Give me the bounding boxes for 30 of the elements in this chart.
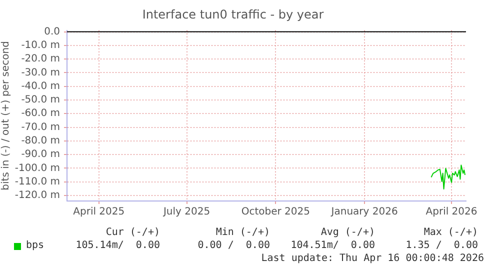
- text: Min (-/+): [216, 227, 270, 238]
- text: 1.35 / 0.00: [406, 240, 478, 251]
- x-tick-label: April 2025: [73, 206, 125, 218]
- text: 0.00 / 0.00: [198, 240, 270, 251]
- y-axis-title: bits in (-) / out (+) per second: [0, 41, 12, 190]
- y-tick-label: -120.0 m: [14, 190, 60, 202]
- x-tick-label: July 2025: [162, 206, 210, 218]
- y-tick-label: -90.0 m: [21, 149, 60, 160]
- y-tick-label: -80.0 m: [21, 136, 60, 147]
- y-tick-label: -50.0 m: [21, 94, 60, 106]
- y-tick-label: -60.0 m: [21, 108, 60, 120]
- y-tick-label: -70.0 m: [21, 122, 60, 133]
- text: Max (-/+): [424, 227, 478, 238]
- y-tick-label: -30.0 m: [21, 67, 60, 78]
- x-tick-label: January 2026: [330, 206, 398, 218]
- chart-title: Interface tun0 traffic - by year: [142, 7, 324, 22]
- x-tick-label: October 2025: [241, 206, 310, 218]
- y-tick-label: 0.0: [44, 26, 60, 38]
- text: Last update: Thu Apr 16 00:00:48 2026: [261, 253, 484, 264]
- text: 104.51m/ 0.00: [290, 240, 375, 251]
- x-tick-label: April 2026: [426, 206, 478, 218]
- y-tick-label: -40.0 m: [21, 80, 60, 92]
- legend-label: bps: [26, 240, 44, 251]
- text: 105.14m/ 0.00: [76, 240, 160, 251]
- text: Avg (-/+): [320, 227, 375, 238]
- y-tick-label: -100.0 m: [14, 162, 60, 174]
- y-tick-label: -20.0 m: [21, 54, 60, 65]
- text: Cur (-/+): [106, 227, 160, 238]
- y-tick-label: -110.0 m: [14, 176, 60, 188]
- y-tick-label: -10.0 m: [21, 40, 60, 52]
